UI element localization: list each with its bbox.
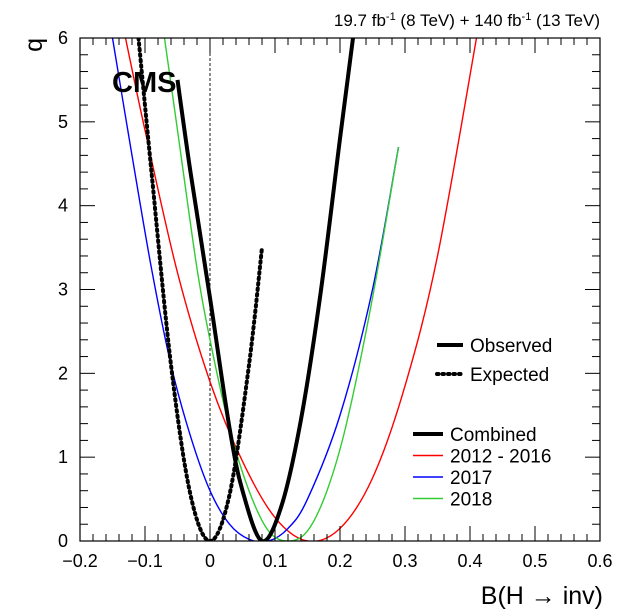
- legend-2012-2016-label: 2012 - 2016: [450, 447, 551, 468]
- curve-combined-expected: [136, 38, 264, 541]
- legend-2018-label: 2018: [450, 490, 492, 511]
- x-tick-label: 0.2: [327, 551, 352, 571]
- y-tick-label: 4: [58, 196, 68, 216]
- y-tick-label: 3: [58, 280, 68, 300]
- y-tick-label: 6: [58, 28, 68, 48]
- legend-observed-label: Observed: [470, 336, 552, 357]
- y-axis-label: q: [20, 38, 48, 52]
- x-tick-label: 0.6: [587, 551, 612, 571]
- x-tick-label: 0.3: [392, 551, 417, 571]
- x-tick-label: −0.2: [62, 551, 98, 571]
- curve-2018-observed: [163, 38, 400, 541]
- y-tick-label: 1: [58, 447, 68, 467]
- y-tick-label: 0: [58, 531, 68, 551]
- x-tick-label: 0.5: [522, 551, 547, 571]
- legend-expected-label: Expected: [470, 365, 549, 386]
- curve-combined-observed: [175, 38, 355, 541]
- x-tick-label: 0: [205, 551, 215, 571]
- x-tick-label: 0.1: [262, 551, 287, 571]
- x-tick-label: −0.1: [127, 551, 163, 571]
- lumi-label: 19.7 fb-1 (8 TeV) + 140 fb-1 (13 TeV): [334, 11, 600, 30]
- curve-2012-2016-observed: [124, 38, 478, 541]
- x-axis-label: B(H → inv): [481, 582, 603, 610]
- curves-layer: [111, 38, 478, 541]
- legend-combined-label: Combined: [450, 425, 537, 446]
- x-tick-label: 0.4: [457, 551, 482, 571]
- curve-2017-observed: [111, 38, 400, 541]
- y-tick-label: 5: [58, 112, 68, 132]
- experiment-label: CMS: [112, 67, 176, 99]
- y-tick-label: 2: [58, 363, 68, 383]
- ticks-layer: −0.2 −0.1 0 0.1 0.2 0.3 0.4 0.5 0.6 0 1 2 3 4 5 6: [58, 28, 613, 571]
- legend-2017-label: 2017: [450, 468, 492, 489]
